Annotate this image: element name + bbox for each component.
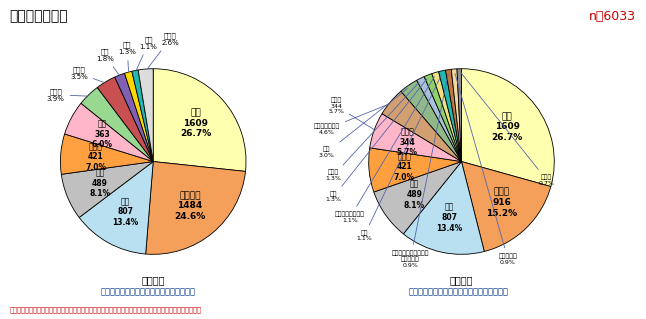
Text: 即時型食物アレルギーの原因食物（品目別）: 即時型食物アレルギーの原因食物（品目別） [409, 287, 508, 296]
Text: ＩＰ
3.0%: ＩＰ 3.0% [319, 89, 408, 158]
Text: キウイ
1.3%: キウイ 1.3% [326, 82, 419, 181]
Wedge shape [369, 148, 461, 192]
Wedge shape [61, 134, 153, 174]
Text: 木の実類
1484
24.6%: 木の実類 1484 24.6% [174, 191, 205, 221]
Text: 落花生
421
7.0%: 落花生 421 7.0% [393, 152, 415, 182]
Text: 鶏卵
1609
26.7%: 鶏卵 1609 26.7% [180, 108, 212, 138]
Text: その他
0.7%: その他 0.7% [461, 73, 555, 186]
Wedge shape [79, 161, 153, 254]
Wedge shape [145, 161, 245, 254]
Text: クルミ
916
15.2%: クルミ 916 15.2% [486, 188, 517, 218]
Text: マカダミアナッツ
1.1%: マカダミアナッツ 1.1% [335, 77, 434, 223]
Text: カシューナッツ
4.6%: カシューナッツ 4.6% [314, 104, 390, 135]
Wedge shape [424, 74, 461, 161]
Text: いくら
344
5.7%: いくら 344 5.7% [328, 97, 373, 129]
Wedge shape [132, 70, 153, 161]
Text: 木の実類（ミックス・
分類不能）
0.9%: 木の実類（ミックス・ 分類不能） 0.9% [391, 74, 448, 268]
Wedge shape [138, 69, 153, 161]
Text: n＝6033: n＝6033 [589, 10, 636, 23]
Wedge shape [370, 114, 461, 161]
Text: 魚卵
363
6.0%: 魚卵 363 6.0% [92, 120, 113, 149]
Text: 大豆
1.3%: 大豆 1.3% [118, 41, 136, 71]
Text: ソバ
1.1%: ソバ 1.1% [356, 75, 441, 241]
Wedge shape [65, 103, 153, 161]
Wedge shape [403, 161, 484, 254]
Wedge shape [457, 69, 461, 161]
Text: 図２　原因食物: 図２ 原因食物 [10, 10, 68, 24]
Wedge shape [452, 69, 461, 161]
Wedge shape [382, 91, 461, 161]
Text: 図２－１: 図２－１ [141, 275, 165, 285]
Text: ソバ
1.1%: ソバ 1.1% [136, 36, 158, 70]
Text: 鶏卵
1609
26.7%: 鶏卵 1609 26.7% [492, 112, 523, 142]
Wedge shape [446, 69, 461, 161]
Wedge shape [81, 87, 153, 161]
Wedge shape [125, 71, 153, 161]
Text: 小麦
489
8.1%: 小麦 489 8.1% [404, 180, 425, 210]
Wedge shape [401, 80, 461, 161]
Wedge shape [417, 77, 461, 161]
Wedge shape [61, 161, 153, 218]
Wedge shape [432, 71, 461, 161]
Text: 小麦
489
8.1%: 小麦 489 8.1% [90, 169, 110, 198]
Text: いくら
344
5.7%: いくら 344 5.7% [397, 127, 418, 157]
Wedge shape [439, 70, 461, 161]
Wedge shape [115, 73, 153, 161]
Text: 甲殻類
3.5%: 甲殻類 3.5% [70, 67, 104, 82]
Wedge shape [461, 161, 551, 251]
Text: 牛乳
807
13.4%: 牛乳 807 13.4% [436, 203, 463, 233]
Text: その他
2.6%: その他 2.6% [147, 32, 179, 69]
Wedge shape [461, 69, 554, 187]
Text: 注釈：原因食物の頻度（％）は小数第２位を四捨五入したものであるため、その和は小計と差異を生じる。: 注釈：原因食物の頻度（％）は小数第２位を四捨五入したものであるため、その和は小計… [10, 306, 202, 313]
Text: 大豆
1.3%: 大豆 1.3% [326, 79, 427, 203]
Wedge shape [374, 161, 461, 234]
Text: 牛乳
807
13.4%: 牛乳 807 13.4% [112, 197, 139, 227]
Wedge shape [98, 77, 153, 161]
Text: 落花生
421
7.0%: 落花生 421 7.0% [85, 142, 107, 172]
Text: 魚類
1.8%: 魚類 1.8% [96, 48, 119, 74]
Wedge shape [153, 69, 246, 171]
Text: 即時型食物アレルギーの原因食物（類別）: 即時型食物アレルギーの原因食物（類別） [101, 287, 196, 296]
Text: ピスタチオ
0.9%: ピスタチオ 0.9% [455, 74, 517, 265]
Text: 図２－２: 図２－２ [450, 275, 474, 285]
Text: 果実類
3.9%: 果実類 3.9% [47, 88, 87, 101]
